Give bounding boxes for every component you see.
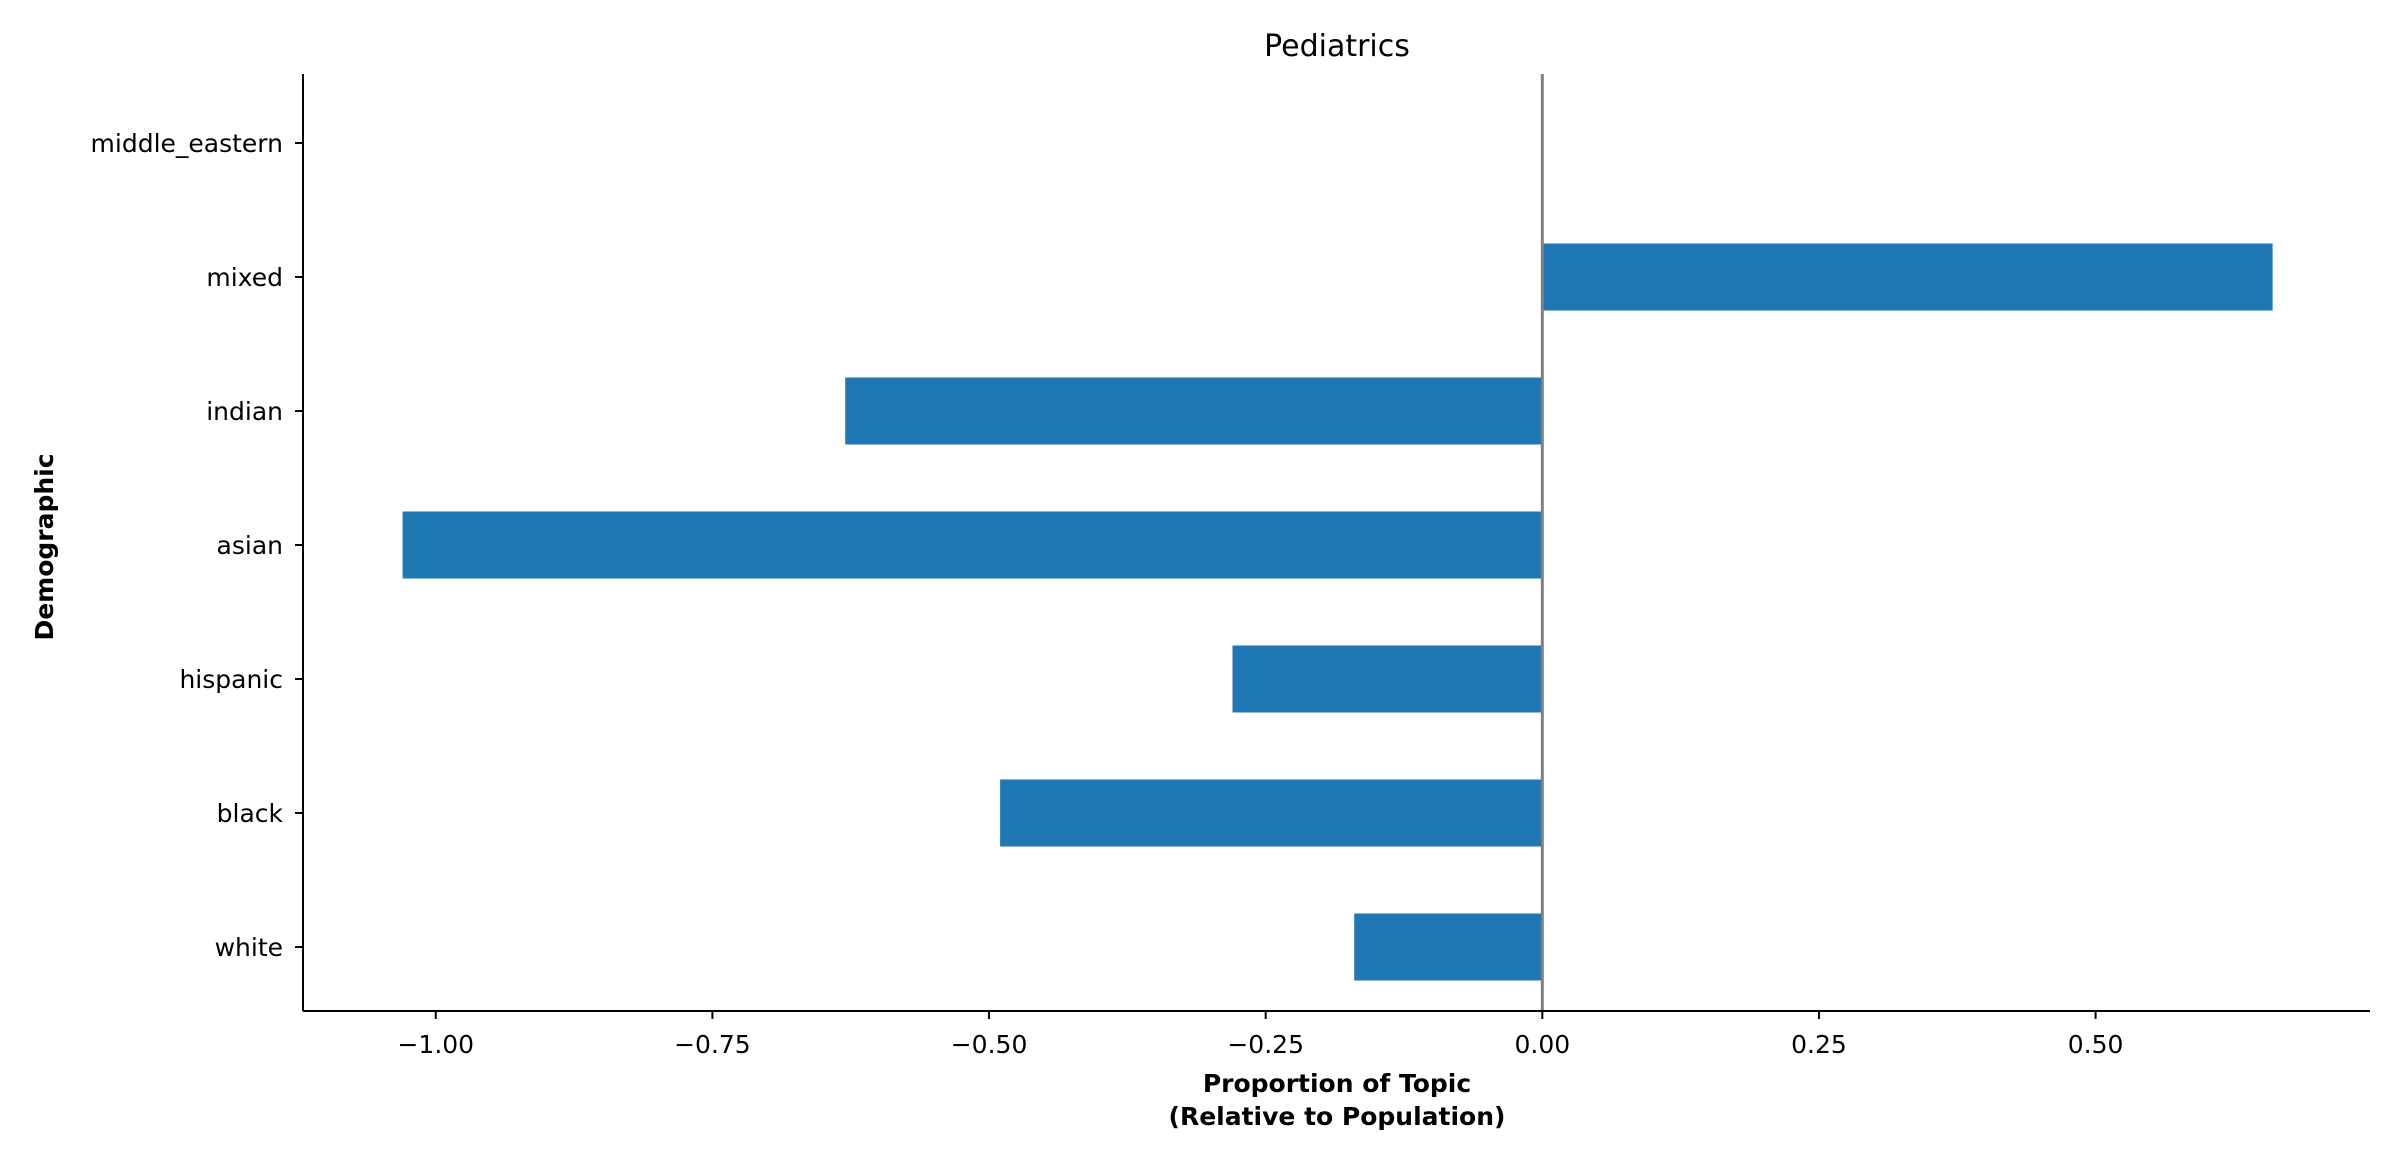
y-tick-label-mixed: mixed [206, 263, 283, 292]
bar-hispanic [1232, 645, 1543, 713]
y-tick-label-hispanic: hispanic [179, 665, 283, 694]
bar-mixed [1542, 243, 2273, 311]
bars-layer [402, 243, 2273, 981]
x-tick-label-2: −0.50 [951, 1030, 1028, 1059]
x-tick-label-1: −0.75 [674, 1030, 751, 1059]
y-tick-label-asian: asian [217, 531, 283, 560]
y-axis-label: Demographic [30, 453, 59, 640]
y-tick-label-middle_eastern: middle_eastern [91, 129, 283, 158]
bar-white [1354, 913, 1543, 981]
bar-indian [845, 377, 1543, 445]
x-tick-label-0: −1.00 [397, 1030, 474, 1059]
x-axis-label-line-1: Proportion of Topic [1203, 1069, 1471, 1098]
y-tick-label-indian: indian [206, 397, 283, 426]
y-ticks-layer: white black hispanic asian indian mixed middle… [91, 129, 303, 962]
x-ticks-layer: −1.00 −0.75 −0.50 −0.25 0.00 0.25 0.50 [397, 1011, 2123, 1059]
x-tick-label-3: −0.25 [1227, 1030, 1304, 1059]
bar-black [1000, 779, 1543, 847]
y-tick-label-white: white [215, 933, 283, 962]
axes-layer [302, 74, 2370, 1012]
y-tick-label-black: black [217, 799, 284, 828]
bar-asian [402, 511, 1543, 579]
x-tick-label-5: 0.25 [1791, 1030, 1847, 1059]
x-tick-label-6: 0.50 [2068, 1030, 2124, 1059]
chart-title: Pediatrics [1264, 29, 1410, 64]
x-axis-label-line-2: (Relative to Population) [1169, 1102, 1506, 1131]
x-tick-label-4: 0.00 [1514, 1030, 1570, 1059]
